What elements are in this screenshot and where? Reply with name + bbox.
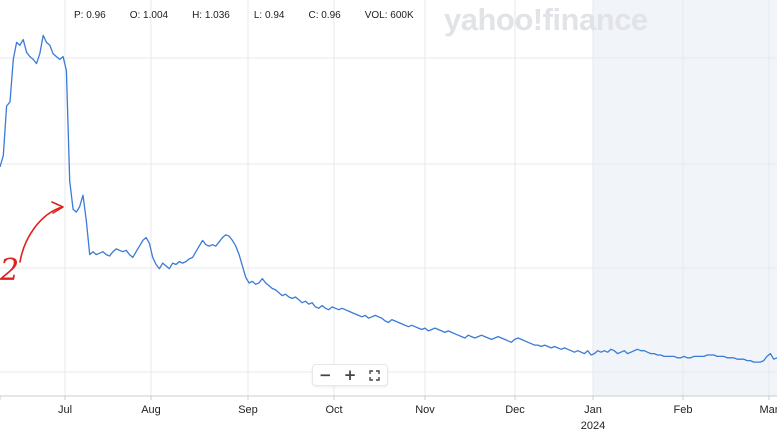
x-tick-label: Jan xyxy=(584,404,602,416)
price-line-0 xyxy=(0,34,777,363)
x-tick-label: Dec xyxy=(505,404,525,416)
annotation-label: 2 xyxy=(0,253,19,288)
x-tick-label: Oct xyxy=(325,404,342,416)
volume-readout: VOL: 600K xyxy=(364,10,414,21)
annotation-arrow xyxy=(19,206,63,263)
close-readout: C: 0.96 xyxy=(308,10,341,21)
open-readout: O: 1.004 xyxy=(129,10,169,21)
high-readout: H: 1.036 xyxy=(192,10,230,21)
zoom-controls: − + xyxy=(312,364,388,386)
x-tick-label: Aug xyxy=(141,404,161,416)
fullscreen-icon[interactable] xyxy=(365,365,385,385)
low-readout: L: 0.94 xyxy=(253,10,285,21)
plus-icon[interactable]: + xyxy=(343,366,357,384)
price-readout: P: 0.96 xyxy=(74,10,106,21)
x-tick-label: Mar xyxy=(760,404,777,416)
annotation-arrowhead xyxy=(51,201,64,214)
yahoo-finance-watermark: yahoo!finance xyxy=(444,2,648,37)
minus-icon[interactable]: − xyxy=(319,366,332,384)
year-label: 2024 xyxy=(581,420,605,432)
ohlc-readout: P: 0.96 O: 1.004 H: 1.036 L: 0.94 C: 0.9… xyxy=(74,10,438,21)
x-tick-label: Jul xyxy=(58,404,72,416)
x-tick-label: Sep xyxy=(238,404,258,416)
x-tick-label: Nov xyxy=(415,404,435,416)
highlight-region xyxy=(593,0,777,396)
x-tick-label: Feb xyxy=(674,404,693,416)
